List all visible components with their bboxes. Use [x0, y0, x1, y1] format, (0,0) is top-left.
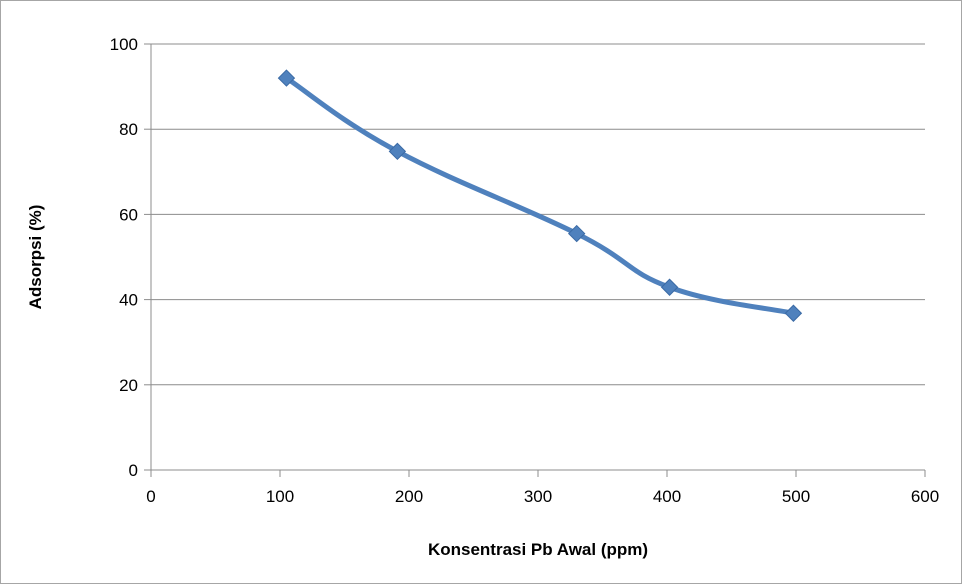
- data-point-marker: [277, 69, 296, 87]
- y-tick-label: 80: [119, 120, 138, 139]
- axes: [144, 43, 926, 477]
- x-axis-title: Konsentrasi Pb Awal (ppm): [428, 540, 648, 559]
- y-tick-label: 40: [119, 291, 138, 310]
- x-tick-label: 500: [782, 487, 810, 506]
- x-tick-label: 600: [911, 487, 939, 506]
- x-tick-label: 400: [653, 487, 681, 506]
- y-tick-label: 60: [119, 205, 138, 224]
- series-line: [283, 75, 796, 316]
- x-tick-label: 0: [146, 487, 155, 506]
- data-point-marker: [388, 142, 407, 161]
- data-series: [277, 69, 803, 322]
- tick-labels: 0 20 40 60 80 100 0 100 200 300 400 500 600: [110, 35, 940, 506]
- y-axis-title: Adsorpsi (%): [26, 205, 45, 310]
- x-tick-label: 100: [266, 487, 294, 506]
- data-point-marker: [660, 278, 679, 296]
- x-tick-label: 200: [395, 487, 423, 506]
- data-point-marker: [784, 304, 803, 322]
- y-tick-label: 100: [110, 35, 138, 54]
- x-tick-label: 300: [524, 487, 552, 506]
- y-tick-label: 0: [129, 461, 138, 480]
- y-tick-label: 20: [119, 376, 138, 395]
- data-point-marker: [567, 224, 586, 243]
